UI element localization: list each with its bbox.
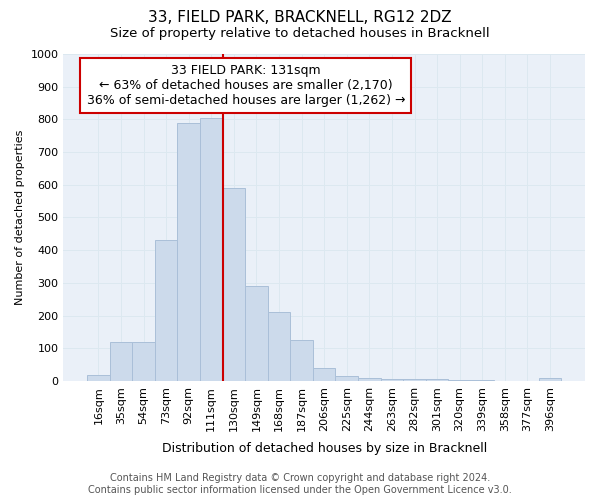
Bar bbox=[110, 342, 132, 381]
Text: Contains HM Land Registry data © Crown copyright and database right 2024.
Contai: Contains HM Land Registry data © Crown c… bbox=[88, 474, 512, 495]
Bar bbox=[426, 380, 448, 381]
Bar bbox=[155, 240, 178, 381]
Bar bbox=[448, 380, 471, 381]
Bar bbox=[471, 380, 494, 381]
Bar bbox=[380, 380, 403, 381]
Bar bbox=[200, 118, 223, 381]
Text: Size of property relative to detached houses in Bracknell: Size of property relative to detached ho… bbox=[110, 28, 490, 40]
Bar bbox=[268, 312, 290, 381]
Text: 33 FIELD PARK: 131sqm
← 63% of detached houses are smaller (2,170)
36% of semi-d: 33 FIELD PARK: 131sqm ← 63% of detached … bbox=[87, 64, 405, 107]
Y-axis label: Number of detached properties: Number of detached properties bbox=[15, 130, 25, 305]
Bar bbox=[223, 188, 245, 381]
Bar bbox=[313, 368, 335, 381]
Bar bbox=[178, 122, 200, 381]
Bar bbox=[132, 342, 155, 381]
Bar bbox=[539, 378, 561, 381]
Text: 33, FIELD PARK, BRACKNELL, RG12 2DZ: 33, FIELD PARK, BRACKNELL, RG12 2DZ bbox=[148, 10, 452, 25]
Bar bbox=[403, 380, 426, 381]
Bar bbox=[290, 340, 313, 381]
Bar bbox=[87, 375, 110, 381]
Bar bbox=[245, 286, 268, 381]
Bar bbox=[335, 376, 358, 381]
X-axis label: Distribution of detached houses by size in Bracknell: Distribution of detached houses by size … bbox=[161, 442, 487, 455]
Bar bbox=[358, 378, 380, 381]
